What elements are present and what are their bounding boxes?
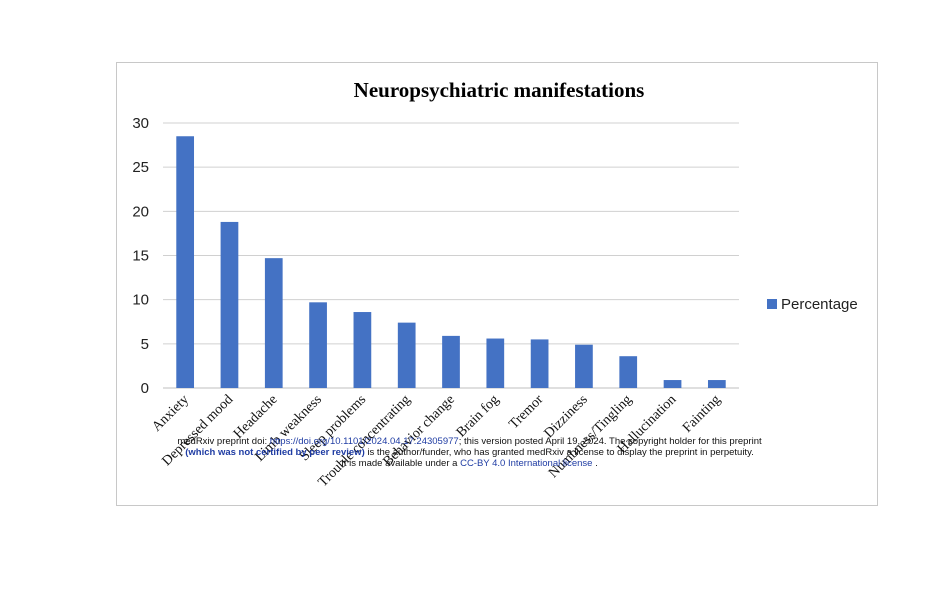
preprint-license-link[interactable]: CC-BY 4.0 International license [460,458,593,469]
preprint-license-prefix: It is made available under a [341,458,461,469]
y-tick-label: 15 [132,248,149,265]
bar-tremor [530,339,549,388]
bars [176,136,726,388]
bar-sleep-problems [353,312,372,388]
y-tick-label: 0 [141,380,149,397]
x-tick-label: Anxiety [149,392,192,435]
chart-frame: Neuropsychiatric manifestations 0 5 10 15 20… [116,62,878,506]
bar-limb-weakness [309,302,327,388]
y-tick-label: 5 [141,336,149,353]
preprint-license-note: is the author/funder, who has granted me… [364,447,754,458]
preprint-doi-suffix: ; this version posted April 19, 2024. Th… [458,436,762,447]
preprint-doi-prefix: medRxiv preprint doi: [177,436,270,447]
y-tick-label: 25 [132,159,149,176]
bar-hallucination [663,380,682,388]
preprint-license-suffix: . [592,458,598,469]
y-tick-label: 20 [132,203,149,220]
legend-swatch [767,299,777,309]
bar-behavior-change [442,335,460,388]
bar-headache [264,258,283,388]
y-tick-label: 30 [132,115,149,132]
preprint-line-2: (which was not certified by peer review)… [0,447,939,458]
gridlines [163,122,739,389]
y-tick-label: 10 [132,292,149,309]
legend: Percentage [767,296,858,313]
bar-numbness-tingling [619,356,638,388]
bar-dizziness [575,344,593,388]
bar-depressed-mood [220,221,239,388]
bar-anxiety [176,136,195,388]
bar-fainting [707,380,726,388]
preprint-peer-review-note: (which was not certified by peer review) [185,447,365,458]
y-axis-ticks: 0 5 10 15 20 25 30 [132,115,149,397]
preprint-line-1: medRxiv preprint doi: https://doi.org/10… [0,436,939,447]
bar-trouble-concentrating [397,322,416,388]
legend-label: Percentage [781,296,858,313]
x-tick-label: Fainting [680,392,724,436]
preprint-notice: medRxiv preprint doi: https://doi.org/10… [0,436,939,469]
preprint-doi-link[interactable]: https://doi.org/10.1101/2024.04.17.24305… [269,436,459,447]
x-tick-label: Tremor [506,392,546,432]
chart-title: Neuropsychiatric manifestations [354,78,645,102]
x-tick-label: Brain fog [454,392,502,440]
bar-brain-fog [486,338,505,388]
bar-chart: Neuropsychiatric manifestations 0 5 10 15 20… [132,78,858,490]
preprint-line-3: It is made available under a CC-BY 4.0 I… [0,458,939,469]
